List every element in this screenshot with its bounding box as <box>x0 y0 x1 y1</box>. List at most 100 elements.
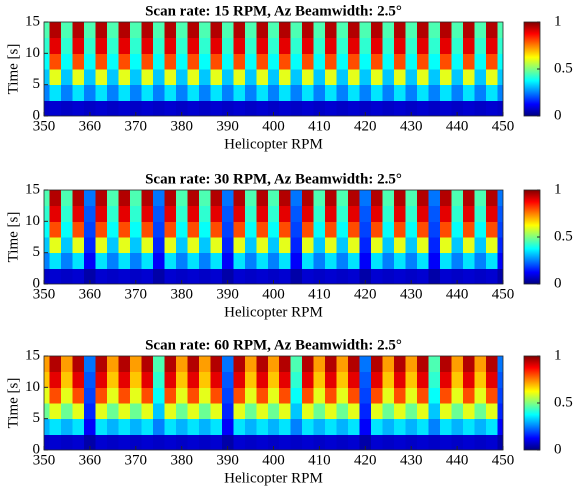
cell <box>221 205 234 222</box>
y-tick-label: 10 <box>25 45 40 61</box>
cell <box>416 268 429 284</box>
y-axis-label: Time [s] <box>5 212 21 263</box>
cell <box>187 53 200 70</box>
cell <box>210 237 223 254</box>
cell <box>359 434 372 450</box>
x-tick-label: 400 <box>262 452 285 468</box>
cell <box>474 84 487 101</box>
cell <box>44 371 51 388</box>
cell <box>462 84 475 101</box>
cell <box>256 190 269 207</box>
cell <box>198 268 211 284</box>
cell <box>233 387 246 404</box>
cell <box>451 418 464 435</box>
cell <box>428 37 441 54</box>
cell <box>497 356 503 373</box>
cell <box>244 403 257 420</box>
cell <box>198 221 211 238</box>
cell <box>439 434 452 450</box>
cell <box>290 221 303 238</box>
cell <box>107 84 120 101</box>
cell <box>233 100 246 116</box>
cell <box>267 434 280 450</box>
cell <box>382 22 395 39</box>
cell <box>221 221 234 238</box>
cell <box>336 387 349 404</box>
cell <box>359 403 372 420</box>
cell <box>451 100 464 116</box>
y-axis-label: Time [s] <box>5 44 21 95</box>
cell <box>336 221 349 238</box>
cell <box>198 403 211 420</box>
cell <box>371 190 384 207</box>
cell <box>279 371 292 388</box>
cell <box>221 371 234 388</box>
cell <box>428 371 441 388</box>
cell <box>153 221 165 238</box>
cell <box>279 22 292 39</box>
cell <box>221 100 234 116</box>
cell <box>118 100 131 116</box>
cell <box>371 387 384 404</box>
cell <box>175 418 188 435</box>
cell <box>313 69 326 86</box>
cell <box>393 69 406 86</box>
cell <box>348 205 361 222</box>
cell <box>336 53 349 70</box>
cell <box>497 53 503 70</box>
cell <box>279 84 292 101</box>
cell <box>393 22 406 39</box>
cell <box>44 190 51 207</box>
cell <box>95 22 108 39</box>
cell <box>221 403 234 420</box>
cell <box>439 84 452 101</box>
cell <box>497 418 503 435</box>
cell <box>302 387 315 404</box>
cell <box>84 434 97 450</box>
cell <box>210 205 223 222</box>
cell <box>233 84 246 101</box>
cell <box>210 53 223 70</box>
cell <box>130 418 143 435</box>
cell <box>279 237 292 254</box>
cell <box>233 371 246 388</box>
cell <box>198 205 211 222</box>
cell <box>44 237 51 254</box>
cell <box>141 237 154 254</box>
cell <box>371 371 384 388</box>
cell <box>279 268 292 284</box>
cell <box>382 53 395 70</box>
cell <box>49 403 62 420</box>
cell <box>474 237 487 254</box>
cell <box>72 84 85 101</box>
cell <box>244 221 257 238</box>
cell <box>382 403 395 420</box>
cell <box>107 434 120 450</box>
cell <box>72 53 85 70</box>
cell <box>107 190 120 207</box>
cell <box>187 22 200 39</box>
cell <box>325 221 338 238</box>
cell <box>267 205 280 222</box>
cell <box>198 237 211 254</box>
cell <box>336 84 349 101</box>
cell <box>130 69 143 86</box>
cell <box>49 37 62 54</box>
cell <box>153 403 165 420</box>
cell <box>107 371 120 388</box>
cell <box>290 418 303 435</box>
cell <box>256 237 269 254</box>
cell <box>72 434 85 450</box>
cell <box>313 53 326 70</box>
cell <box>451 403 464 420</box>
cell <box>348 237 361 254</box>
cell <box>348 387 361 404</box>
cell <box>256 434 269 450</box>
cell <box>313 356 326 373</box>
cell <box>187 100 200 116</box>
cell <box>210 356 223 373</box>
cell <box>405 22 418 39</box>
x-tick-label: 410 <box>308 118 331 134</box>
cell <box>405 418 418 435</box>
y-tick-label: 0 <box>33 275 41 291</box>
